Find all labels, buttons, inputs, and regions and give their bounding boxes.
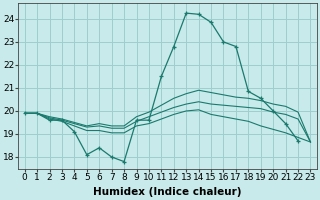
X-axis label: Humidex (Indice chaleur): Humidex (Indice chaleur): [93, 187, 242, 197]
